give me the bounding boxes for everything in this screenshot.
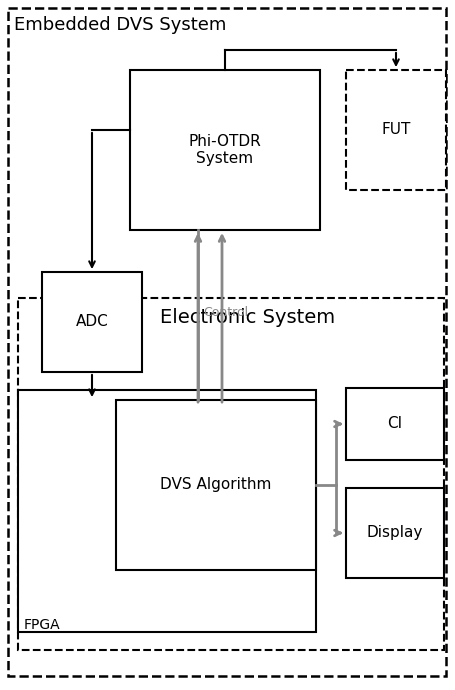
Bar (18, 390, 315, 632)
Text: CI: CI (387, 417, 402, 431)
Bar (345, 488, 443, 578)
Bar (116, 400, 315, 570)
Text: ADC: ADC (76, 315, 108, 330)
Bar (345, 70, 445, 190)
Text: Display: Display (366, 526, 422, 540)
Bar (42, 272, 142, 372)
Text: Electronic System: Electronic System (160, 308, 334, 327)
Bar (345, 388, 443, 460)
Bar (18, 298, 443, 650)
Bar (130, 70, 319, 230)
Text: Embedded DVS System: Embedded DVS System (14, 16, 226, 34)
Text: Phi-OTDR
System: Phi-OTDR System (188, 134, 261, 166)
Text: Control: Control (202, 306, 248, 319)
Text: DVS Algorithm: DVS Algorithm (160, 477, 271, 493)
Text: FPGA: FPGA (24, 618, 61, 632)
Text: FUT: FUT (380, 123, 410, 137)
